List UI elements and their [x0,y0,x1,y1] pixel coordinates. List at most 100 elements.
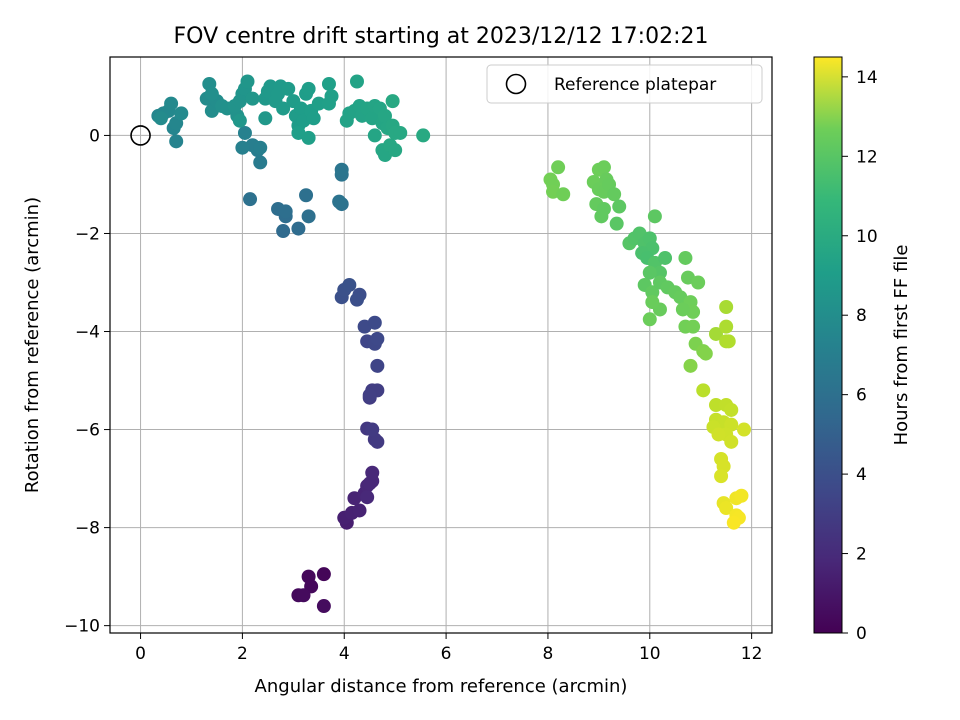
data-point [232,113,247,128]
x-tick-label: 6 [441,644,452,664]
y-tick-label: −10 [64,617,100,637]
x-tick-label: 0 [135,644,146,664]
data-point [678,250,693,265]
data-point [377,108,392,123]
data-point [321,76,336,91]
data-point [647,209,662,224]
y-tick-label: 0 [89,126,100,146]
data-point [276,101,291,116]
colorbar-tick-label: 2 [856,545,867,565]
x-tick-label: 2 [237,644,248,664]
data-point [360,490,375,505]
data-point [696,383,711,398]
data-point [362,476,377,491]
data-point [296,588,311,603]
chart-title: FOV centre drift starting at 2023/12/12 … [174,24,709,49]
data-point [339,113,354,128]
colorbar-tick-label: 8 [856,306,867,326]
data-point [365,465,380,480]
data-point [708,326,723,341]
data-point [306,111,321,126]
y-axis-label: Rotation from reference (arcmin) [22,197,43,493]
data-point [367,315,382,330]
data-point [721,334,736,349]
data-point [683,358,698,373]
data-point [299,188,314,203]
colorbar-tick-label: 4 [856,465,867,485]
data-point [385,94,400,109]
data-point [609,216,624,231]
y-tick-label: −2 [75,224,100,244]
x-tick-label: 12 [741,644,763,664]
reference-platepar-marker [130,125,151,146]
data-point [301,209,316,224]
data-point [675,302,690,317]
data-point [393,125,408,140]
data-point [349,74,364,89]
data-point [658,250,673,265]
x-axis-label: Angular distance from reference (arcmin) [255,676,628,697]
data-point [245,91,260,106]
legend-marker-icon [505,73,527,95]
data-point [370,358,385,373]
data-point [719,300,734,315]
data-point [332,194,347,209]
data-point [686,319,701,334]
colorbar-ticks: 0 2 4 6 8 10 12 14 [842,68,878,644]
data-point [253,140,268,155]
data-point [342,277,357,292]
data-point [416,128,431,143]
data-point [724,434,739,449]
data-point [594,209,609,224]
legend-box [486,64,763,104]
data-point [362,388,377,403]
data-point [370,331,385,346]
legend-label: Reference platepar [554,75,716,95]
x-axis-ticks: 0 2 4 6 8 10 12 [135,633,762,664]
data-point [708,398,723,413]
colorbar-tick-label: 14 [856,68,878,88]
data-point [352,503,367,518]
data-point [301,81,316,96]
data-point [642,265,657,280]
data-point [278,204,293,219]
colorbar: 0 2 4 6 8 10 12 14 Hours from first FF file [813,56,912,644]
data-point [736,422,751,437]
data-point [153,111,168,126]
data-point [316,567,331,582]
y-tick-label: −6 [75,421,100,441]
plot-frame [109,56,773,634]
data-point [311,96,326,111]
data-point [652,265,667,280]
scatter-points [151,74,751,614]
data-point [291,221,306,236]
colorbar-gradient [813,56,843,634]
data-point [164,96,179,111]
data-point [243,192,258,207]
data-point [258,111,273,126]
data-point [698,346,713,361]
legend: Reference platepar [486,64,763,104]
data-point [253,155,268,170]
data-point [388,143,403,158]
data-point [321,96,336,111]
data-point [276,224,291,239]
y-tick-label: −8 [75,519,100,539]
data-point [240,74,255,89]
data-point [370,434,385,449]
data-point [281,81,296,96]
data-point [349,292,364,307]
data-point [551,160,566,175]
data-point [596,160,611,175]
data-point [645,295,660,310]
grid [110,57,772,633]
x-tick-label: 4 [339,644,350,664]
data-point [734,488,749,503]
data-point [204,86,219,101]
data-point [316,599,331,614]
colorbar-tick-label: 12 [856,147,878,167]
data-point [169,134,184,149]
data-point [642,312,657,327]
plot-area [110,57,772,633]
